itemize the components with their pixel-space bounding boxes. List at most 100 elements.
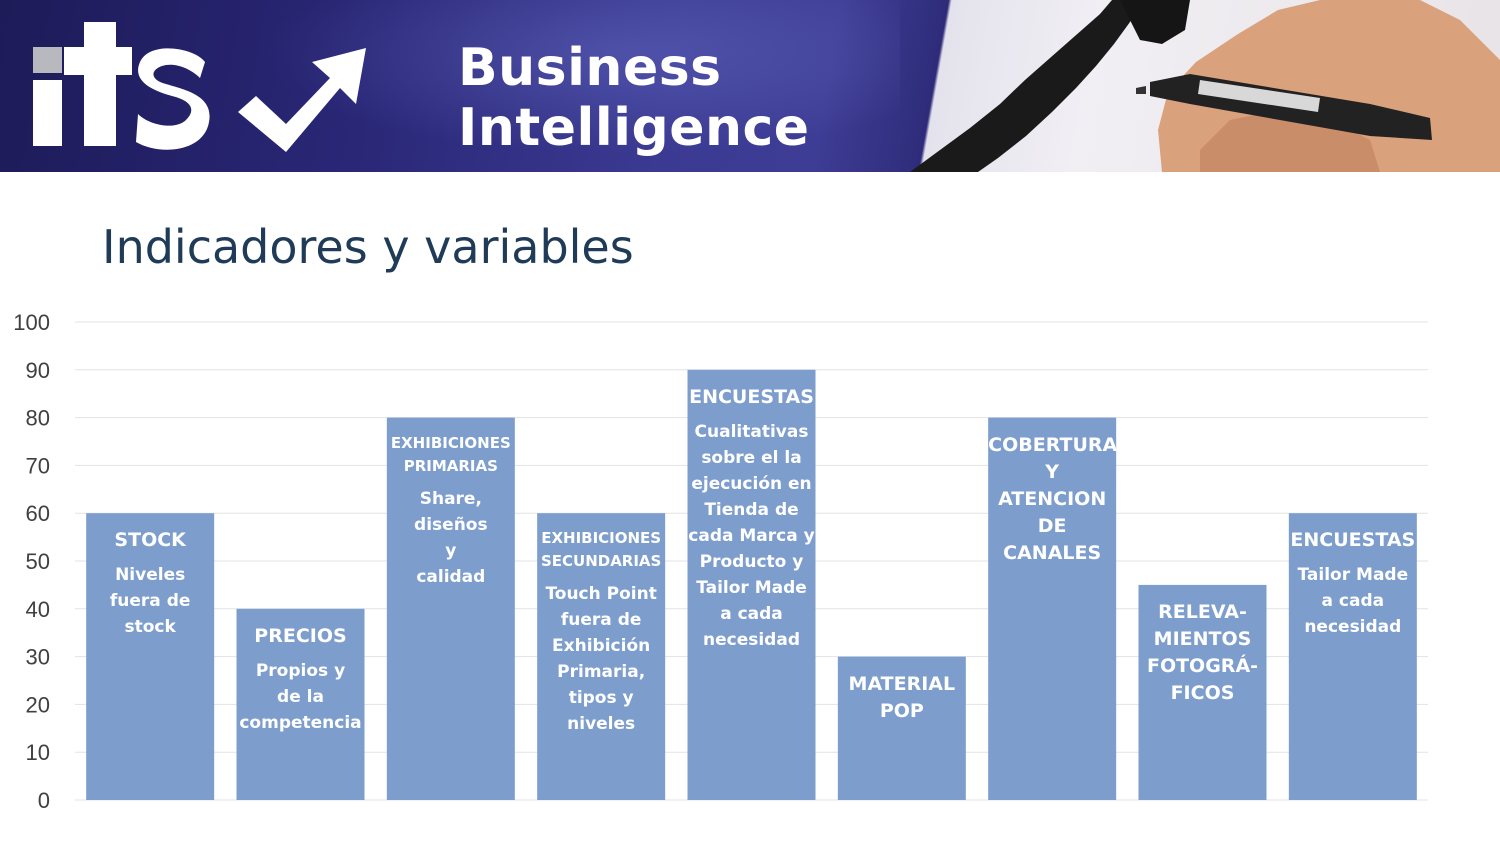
bar-label-head-line: STOCK bbox=[114, 529, 186, 552]
bar-label-body: Tailor Made a cada necesidad bbox=[1289, 562, 1417, 640]
header-banner: its Business Intelligence bbox=[0, 0, 1500, 172]
bar bbox=[1288, 513, 1417, 800]
bar-label-body-line: Cualitativas bbox=[694, 421, 809, 442]
bar-label-head-line: MIENTOS bbox=[1153, 627, 1252, 650]
bar bbox=[988, 417, 1117, 800]
bar-label-head-line: COBERTURA bbox=[988, 433, 1118, 456]
bar-label-body-line: y bbox=[445, 540, 457, 561]
y-tick-label: 50 bbox=[26, 549, 50, 574]
bar-label-head-line: EXHIBICIONES bbox=[390, 433, 511, 452]
bar-label: EXHIBICIONES SECUNDARIAS Touch Point fuera … bbox=[537, 527, 665, 737]
bar bbox=[86, 513, 215, 800]
its-logo: its bbox=[33, 22, 366, 152]
banner-title-line2: Intelligence bbox=[458, 98, 810, 158]
bar-label-body-line: de la bbox=[277, 686, 324, 707]
bar-label-head: COBERTURA Y ATENCION DE CANALES bbox=[988, 432, 1118, 567]
bar bbox=[837, 656, 966, 800]
bar-label-body-line: calidad bbox=[416, 566, 486, 587]
bar-label-body-line: Share, bbox=[419, 488, 482, 509]
bar-label: EXHIBICIONES PRIMARIAS Share, diseños y calid… bbox=[387, 432, 515, 590]
bar-chart: 0 10 20 30 40 50 60 70 80 90 100 bbox=[13, 310, 1428, 813]
bar-label-body: Share, diseños y calidad bbox=[387, 486, 515, 590]
bar bbox=[386, 417, 515, 800]
bar-label-head-line: POP bbox=[879, 699, 924, 722]
bar-label-body-line: competencia bbox=[239, 712, 362, 733]
bar-label-body-line: Tienda de bbox=[704, 499, 799, 520]
bar-label-body-line: tipos y bbox=[568, 688, 634, 709]
bar-label-head: EXHIBICIONES PRIMARIAS bbox=[387, 432, 515, 478]
bar-label-head-line: MATERIAL bbox=[848, 672, 956, 695]
banner-sheen bbox=[200, 0, 900, 172]
bar-label-head-line: DE bbox=[1037, 514, 1067, 537]
bar-label-head-line: ENCUESTAS bbox=[689, 385, 814, 408]
bar-label: PRECIOS Propios y de la competencia bbox=[237, 623, 365, 736]
bar-label: COBERTURA Y ATENCION DE CANALES bbox=[988, 432, 1118, 567]
bar-label-body-line: stock bbox=[124, 617, 176, 638]
bar-label-body-line: Primaria, bbox=[557, 662, 646, 683]
bar-label: ENCUESTAS Cualitativas sobre el la ejecució… bbox=[688, 384, 816, 653]
bar-label-body-line: Touch Point bbox=[545, 584, 657, 605]
bar-label-body-line: Exhibición bbox=[552, 636, 651, 657]
bar-label-body-line: Tailor Made bbox=[1297, 565, 1409, 586]
bar-label-head: STOCK bbox=[86, 527, 214, 554]
bar-label-head-line: EXHIBICIONES bbox=[541, 529, 662, 548]
bar-label-body-line: Producto y bbox=[699, 551, 804, 572]
bar bbox=[236, 608, 365, 800]
bar-label-body-line: a cada bbox=[1321, 591, 1385, 612]
bar-label-head: EXHIBICIONES SECUNDARIAS bbox=[537, 527, 665, 573]
bar-label-body: Cualitativas sobre el la ejecución en Tiend… bbox=[688, 419, 816, 653]
bar-label-head-line: RELEVA- bbox=[1158, 600, 1247, 623]
bar-label-head-line: FICOS bbox=[1170, 681, 1235, 704]
bar-label-body-line: necesidad bbox=[1304, 617, 1402, 638]
bar-label-body-line: Propios y bbox=[255, 660, 346, 681]
bar-label-head: ENCUESTAS bbox=[688, 384, 816, 411]
bar-label-body-line: cada Marca y bbox=[688, 525, 815, 546]
y-tick-label: 40 bbox=[26, 597, 50, 622]
y-tick-label: 0 bbox=[38, 788, 50, 813]
bar-label-body-line: fuera de bbox=[560, 610, 642, 631]
y-tick-label: 10 bbox=[26, 740, 50, 765]
bar-label-body-line: sobre el la bbox=[701, 447, 802, 468]
bar-label-head: ENCUESTAS bbox=[1289, 527, 1417, 554]
y-tick-label: 80 bbox=[26, 406, 50, 431]
bar bbox=[1138, 584, 1267, 800]
bar-label: ENCUESTAS Tailor Made a cada necesidad bbox=[1289, 527, 1417, 640]
bar-label-head-line: PRECIOS bbox=[254, 624, 347, 647]
banner-title: Business Intelligence bbox=[458, 38, 810, 158]
bar-label-body: Niveles fuera de stock bbox=[86, 562, 214, 640]
bar-label-head: RELEVA- MIENTOS FOTOGRÁ- FICOS bbox=[1139, 599, 1267, 707]
y-tick-label: 30 bbox=[26, 645, 50, 670]
y-axis: 0 10 20 30 40 50 60 70 80 90 100 bbox=[13, 310, 50, 813]
bar-label: MATERIAL POP bbox=[838, 671, 966, 725]
bar-label-head-line: Y bbox=[1045, 460, 1060, 483]
bar-label-body-line: fuera de bbox=[109, 591, 191, 612]
bar bbox=[537, 513, 666, 800]
bar bbox=[687, 369, 816, 800]
bar-label-body-line: ejecución en bbox=[691, 473, 812, 494]
bar-label-head-line: SECUNDARIAS bbox=[540, 552, 662, 571]
bar-label-body-line: a cada bbox=[720, 603, 783, 624]
bar-label-body: Touch Point fuera de Exhibición Primaria, ti… bbox=[537, 581, 665, 737]
bar-label-head-line: ENCUESTAS bbox=[1290, 529, 1416, 552]
bar-label-head: MATERIAL POP bbox=[838, 671, 966, 725]
bar-label-head: PRECIOS bbox=[237, 623, 365, 650]
banner-title-line1: Business bbox=[458, 38, 722, 98]
bar-label-body-line: necesidad bbox=[703, 629, 800, 650]
page-title: Indicadores y variables bbox=[102, 220, 634, 274]
bar-label-head-line: ATENCION bbox=[998, 487, 1107, 510]
bar-label-body-line: niveles bbox=[567, 714, 636, 735]
bar-label: RELEVA- MIENTOS FOTOGRÁ- FICOS bbox=[1139, 599, 1267, 707]
bar-label-head-line: CANALES bbox=[1003, 541, 1102, 564]
bar-label: STOCK Niveles fuera de stock bbox=[86, 527, 214, 640]
bar-label-body-line: Niveles bbox=[115, 565, 186, 586]
marker-hand-photo bbox=[910, 0, 1500, 172]
bar-label-body: Propios y de la competencia bbox=[237, 658, 365, 736]
y-tick-label: 70 bbox=[26, 453, 50, 478]
bars bbox=[86, 369, 1417, 800]
y-tick-label: 60 bbox=[26, 501, 50, 526]
bar-label-body-line: diseños bbox=[414, 514, 488, 535]
bar-label-body-line: Tailor Made bbox=[696, 577, 807, 598]
y-tick-label: 100 bbox=[13, 310, 50, 335]
y-tick-label: 20 bbox=[26, 692, 50, 717]
y-tick-label: 90 bbox=[26, 358, 50, 383]
